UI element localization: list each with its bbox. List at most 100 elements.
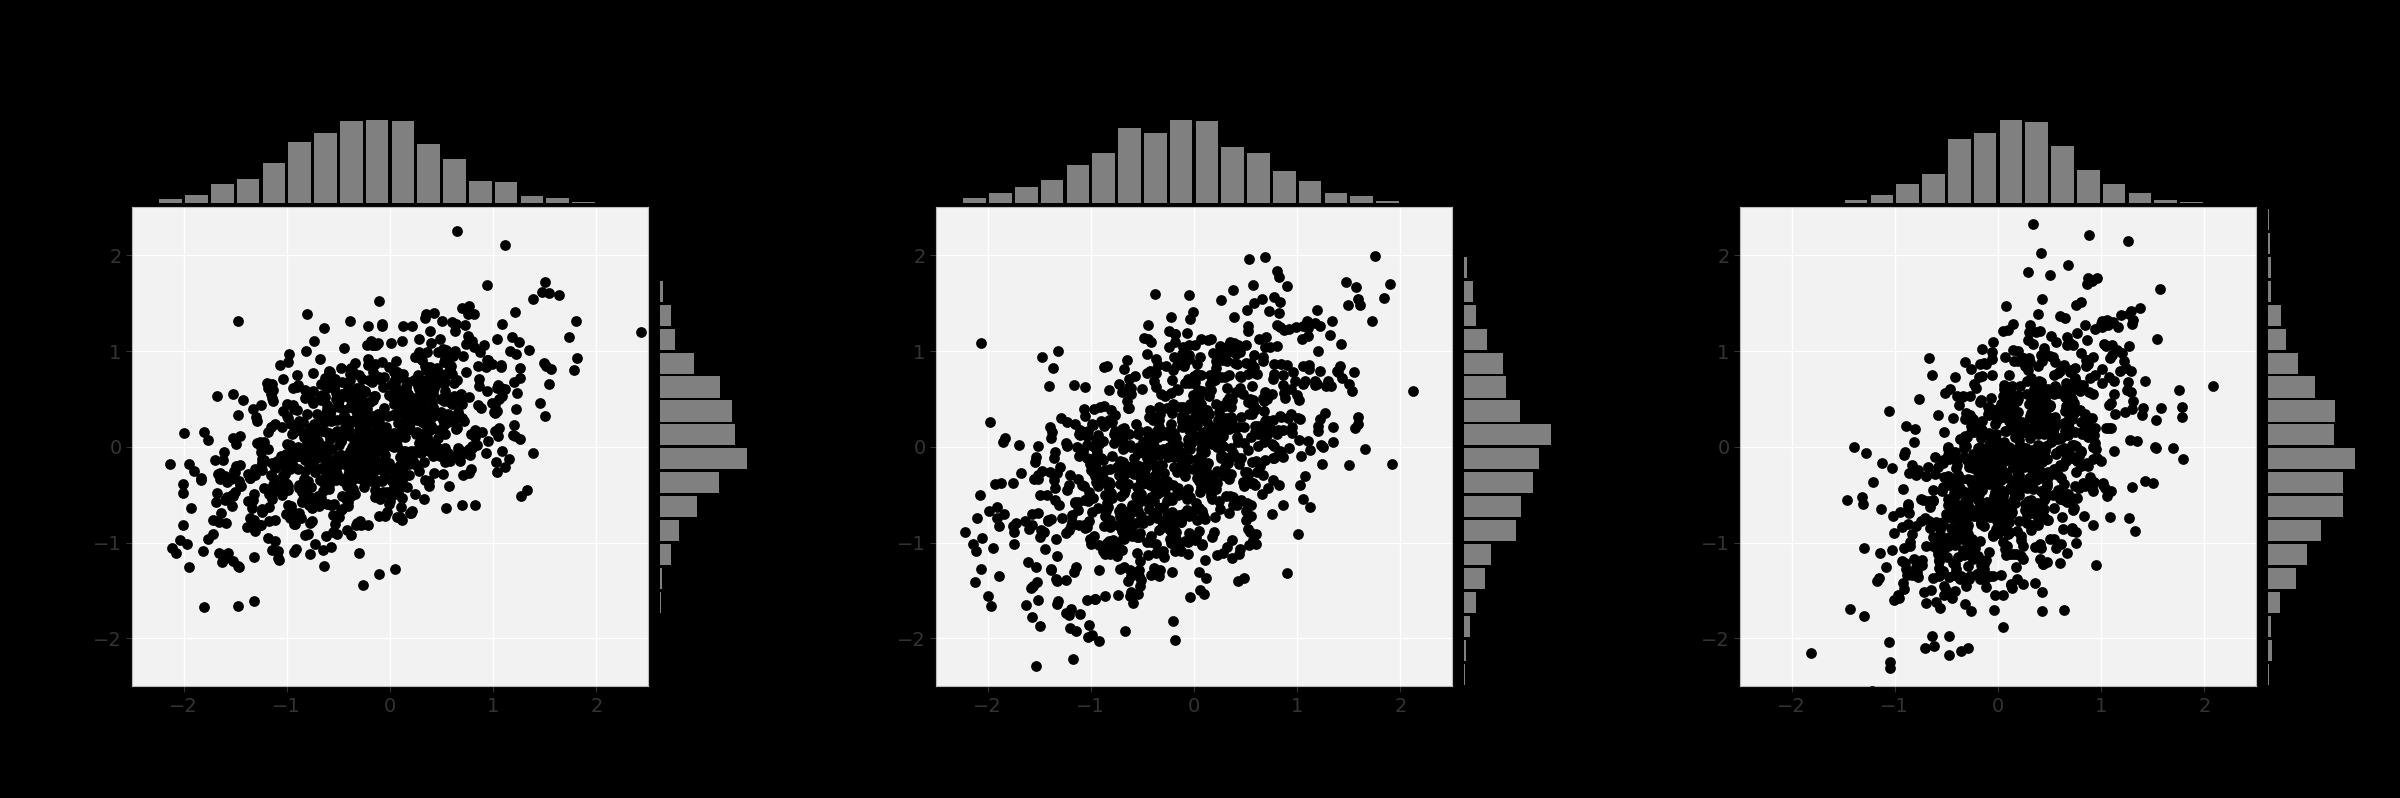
Point xyxy=(977,512,1015,524)
Point xyxy=(1217,357,1255,369)
Point xyxy=(343,460,382,472)
Point xyxy=(317,511,355,523)
Point xyxy=(1234,476,1272,489)
Point xyxy=(367,506,406,519)
Point xyxy=(1123,516,1162,529)
Point xyxy=(1147,389,1186,402)
Point xyxy=(350,438,389,451)
Point xyxy=(382,511,420,523)
Point xyxy=(1994,547,2033,560)
Point xyxy=(331,444,370,457)
Point xyxy=(2059,450,2098,463)
Point xyxy=(1332,385,1370,398)
Point xyxy=(331,528,370,541)
Point xyxy=(502,372,540,385)
Point xyxy=(2009,326,2047,338)
Point xyxy=(389,423,427,436)
Point xyxy=(1207,354,1246,367)
Point xyxy=(439,408,478,421)
Point xyxy=(1121,555,1159,567)
Point xyxy=(362,317,401,330)
Point xyxy=(1135,561,1174,574)
Point xyxy=(362,320,401,333)
Point xyxy=(1997,547,2035,560)
Point xyxy=(1154,460,1193,473)
Point xyxy=(1097,537,1135,550)
Point xyxy=(2035,532,2074,545)
Point xyxy=(2076,368,2114,381)
Point xyxy=(970,416,1008,429)
Point xyxy=(391,401,430,414)
Point xyxy=(346,438,384,451)
Point xyxy=(278,424,317,437)
Point xyxy=(214,465,252,478)
Point xyxy=(2038,418,2076,431)
Point xyxy=(2047,455,2086,468)
Point xyxy=(1262,369,1301,381)
Point xyxy=(1973,353,2011,365)
Point xyxy=(1303,440,1342,453)
Point xyxy=(370,497,408,510)
Point xyxy=(1123,468,1162,481)
Point xyxy=(2014,408,2052,421)
Point xyxy=(2086,338,2124,350)
Point xyxy=(410,424,449,437)
Point xyxy=(1985,486,2023,499)
Point xyxy=(434,377,473,389)
Point xyxy=(1104,533,1142,546)
Point xyxy=(346,400,384,413)
Point xyxy=(1944,543,1982,556)
Point xyxy=(1978,468,2016,481)
Point xyxy=(365,434,403,447)
Point xyxy=(2042,310,2081,322)
Bar xyxy=(1464,544,1490,565)
Bar xyxy=(1999,120,2023,203)
Point xyxy=(1260,306,1298,319)
Point xyxy=(360,418,398,431)
Point xyxy=(1862,457,1901,470)
Point xyxy=(317,474,355,487)
Point xyxy=(1054,378,1092,391)
Point xyxy=(1978,527,2016,539)
Point xyxy=(2026,492,2064,504)
Point xyxy=(427,368,466,381)
Point xyxy=(2016,506,2054,519)
Point xyxy=(401,396,439,409)
Point xyxy=(1142,515,1181,527)
Point xyxy=(2016,412,2054,425)
Point xyxy=(1913,572,1951,585)
Point xyxy=(1982,397,2021,409)
Point xyxy=(1999,447,2038,460)
Point xyxy=(1956,542,1994,555)
Point xyxy=(2083,318,2122,330)
Bar xyxy=(2076,170,2100,203)
Point xyxy=(1896,467,1934,480)
Point xyxy=(317,511,355,523)
Point xyxy=(444,398,482,411)
Point xyxy=(1978,447,2016,460)
Point xyxy=(1099,588,1138,601)
Point xyxy=(1289,322,1327,334)
Point xyxy=(2004,478,2042,491)
Point xyxy=(394,319,432,332)
Point xyxy=(300,425,338,437)
Point xyxy=(298,445,336,458)
Point xyxy=(1080,635,1118,648)
Point xyxy=(1241,456,1279,469)
Point xyxy=(2040,469,2078,482)
Point xyxy=(2057,298,2095,311)
Point xyxy=(482,318,521,330)
Point xyxy=(314,430,353,443)
Point xyxy=(1212,393,1250,406)
Point xyxy=(379,485,418,498)
Point xyxy=(514,447,552,460)
Point xyxy=(2162,401,2201,413)
Point xyxy=(434,415,473,428)
Point xyxy=(1985,535,2023,548)
Point xyxy=(1997,482,2035,495)
Point xyxy=(1987,539,2026,552)
Point xyxy=(2047,338,2086,351)
Point xyxy=(1843,491,1882,504)
Point xyxy=(1193,531,1231,543)
Point xyxy=(1874,527,1913,539)
